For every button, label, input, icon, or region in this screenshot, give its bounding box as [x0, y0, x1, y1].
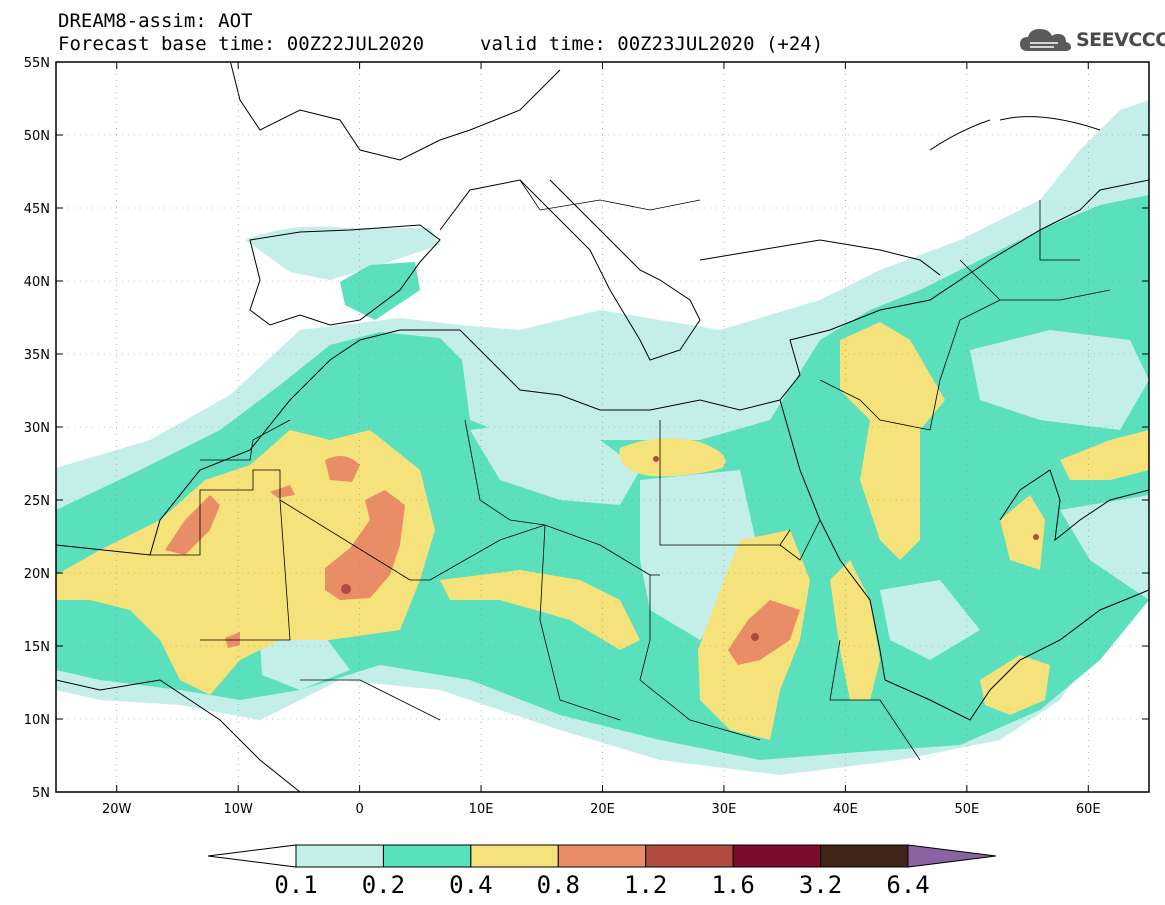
lon-label: 30E: [712, 802, 737, 817]
colorbar-level-label: 3.2: [799, 871, 842, 899]
colorbar-level-label: 0.4: [449, 871, 492, 899]
coastlines: [56, 62, 1149, 792]
aot-band-0.1-hole-5: [880, 580, 980, 660]
aot-band-0.2-iberia: [340, 262, 420, 320]
lat-label: 10N: [24, 713, 50, 728]
lon-label: 50E: [954, 802, 979, 817]
aot-band-0.8-2: [325, 456, 360, 482]
colorbar-level-label: 0.2: [362, 871, 405, 899]
lon-label: 10W: [223, 802, 253, 817]
lat-label: 5N: [32, 786, 50, 801]
aot-band-1.2-1: [341, 584, 351, 594]
lon-label: 60E: [1076, 802, 1101, 817]
valid-time: valid time: 00Z23JUL2020 (+24): [480, 33, 824, 55]
colorbar-box: [382, 844, 472, 868]
latitude-labels: 55N 50N 45N 40N 35N 30N 25N 20N 15N 10N 5N: [24, 56, 50, 801]
lat-label: 15N: [24, 640, 50, 655]
colorbar-box: [645, 844, 734, 868]
aot-contours: [56, 100, 1149, 775]
country-borders: [150, 179, 1111, 761]
colorbar-box: [470, 844, 559, 868]
map-title: DREAM8-assim: AOT: [58, 10, 253, 32]
colorbar-level-label: 1.2: [624, 871, 667, 899]
colorbar-level-label: 0.8: [537, 871, 580, 899]
colorbar-level-label: 6.4: [886, 871, 929, 899]
aot-band-0.4-gulf: [1000, 495, 1045, 570]
lon-label: 10E: [469, 802, 494, 817]
lat-label: 55N: [24, 56, 50, 71]
aot-band-0.4-arabiansea: [980, 655, 1050, 715]
colorbar-labels: 0.1 0.2 0.4 0.8 1.2 1.6 3.2 6.4: [274, 871, 929, 899]
lat-label: 30N: [24, 421, 50, 436]
colorbar-over-arrow: [907, 844, 997, 868]
lat-label: 25N: [24, 494, 50, 509]
aot-band-1.2-3: [653, 456, 659, 462]
aot-band-0.4-libya: [619, 438, 726, 477]
colorbar-box: [295, 844, 384, 868]
aot-band-0.4-redsea: [830, 560, 880, 700]
longitude-labels: 20W 10W 0 10E 20E 30E 40E 50E 60E: [102, 802, 1101, 817]
lat-label: 20N: [24, 567, 50, 582]
lat-label: 40N: [24, 275, 50, 290]
lon-label: 20W: [102, 802, 132, 817]
aot-band-0.1-hole-1: [470, 420, 640, 505]
colorbar-box: [820, 844, 909, 868]
seevccc-logo: SEEVCCC: [1018, 25, 1165, 55]
lon-label: 40E: [833, 802, 858, 817]
colorbar-box: [732, 844, 822, 868]
lat-label: 50N: [24, 129, 50, 144]
aot-band-1.2-2: [751, 633, 759, 641]
aot-band-0.4-sahel: [440, 570, 640, 650]
aot-band-0.1-hole-3: [970, 330, 1149, 430]
lon-label: 20E: [590, 802, 615, 817]
aot-band-0.8-3: [325, 490, 405, 600]
colorbar-under-arrow: [207, 844, 297, 868]
axis-ticks: [56, 61, 1149, 793]
colorbar-level-label: 0.1: [274, 871, 317, 899]
aot-band-0.8-6: [728, 600, 800, 665]
aot-band-0.1-hole-6: [260, 630, 350, 690]
aot-band-0.4-west: [56, 430, 435, 695]
logo-text: SEEVCCC: [1076, 29, 1165, 51]
lon-label: 0: [355, 802, 363, 817]
aot-band-0.4-iraq: [840, 322, 945, 560]
colorbar-level-label: 1.6: [711, 871, 754, 899]
aot-band-0.1-hole-4: [1060, 495, 1149, 600]
forecast-base-time: Forecast base time: 00Z22JUL2020: [58, 33, 425, 55]
aot-band-0.8-1: [165, 495, 220, 555]
graticule: [56, 62, 1149, 792]
aot-band-0.8-4: [270, 485, 295, 498]
cloud-icon: [1020, 29, 1071, 51]
aot-band-1.2-4: [1033, 534, 1039, 540]
aot-band-0.4-iran: [1060, 430, 1149, 480]
lat-label: 45N: [24, 202, 50, 217]
aot-band-0.1-north: [245, 226, 440, 280]
lat-label: 35N: [24, 348, 50, 363]
colorbar: [207, 844, 997, 868]
colorbar-box: [557, 844, 647, 868]
